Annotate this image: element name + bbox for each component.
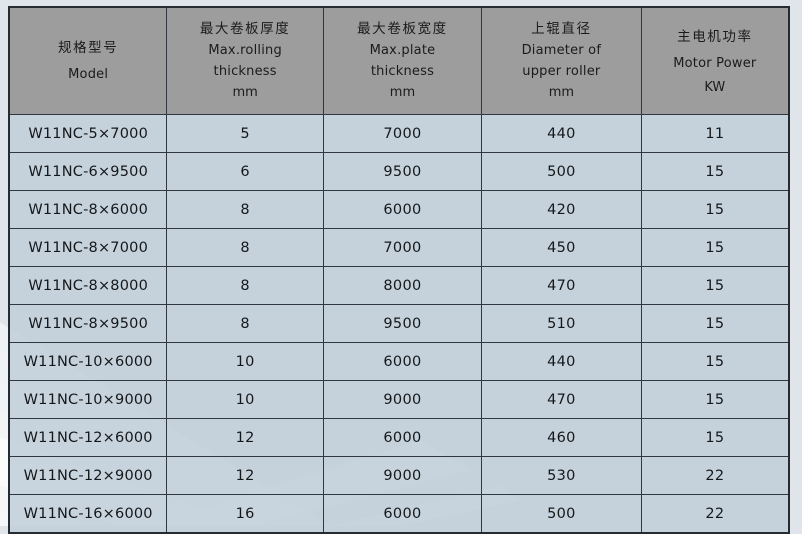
table-header: 规格型号 Model 最大卷板厚度 Max.rolling thickness … — [8, 6, 790, 115]
table-row: W11NC-10×6000 10 6000 440 15 — [8, 342, 790, 381]
cell-max-rolling-thickness: 10 — [166, 342, 324, 381]
cell-max-plate-thickness: 6000 — [322, 190, 483, 229]
cell-motor-power: 22 — [640, 456, 790, 495]
cell-upper-roller-diameter: 470 — [481, 380, 642, 419]
column-header-motor-power: 主电机功率 Motor Power KW — [640, 6, 790, 115]
column-header-upper-roller-diameter: 上辊直径 Diameter of upper roller mm — [481, 6, 642, 115]
column-header-upper-roller-diameter-en1: Diameter of — [521, 43, 602, 59]
cell-model: W11NC-5×7000 — [8, 114, 168, 153]
cell-max-plate-thickness: 6000 — [322, 342, 483, 381]
table-row: W11NC-12×6000 12 6000 460 15 — [8, 418, 790, 457]
table-row: W11NC-10×9000 10 9000 470 15 — [8, 380, 790, 419]
cell-max-rolling-thickness: 12 — [166, 418, 324, 457]
cell-model: W11NC-10×6000 — [8, 342, 168, 381]
cell-upper-roller-diameter: 460 — [481, 418, 642, 457]
cell-max-plate-thickness: 9000 — [322, 456, 483, 495]
cell-upper-roller-diameter: 530 — [481, 456, 642, 495]
specification-table-container: 规格型号 Model 最大卷板厚度 Max.rolling thickness … — [8, 6, 790, 534]
cell-max-plate-thickness: 9500 — [322, 152, 483, 191]
column-header-motor-power-unit: KW — [704, 79, 726, 95]
cell-max-rolling-thickness: 12 — [166, 456, 324, 495]
cell-model: W11NC-8×6000 — [8, 190, 168, 229]
column-header-max-rolling-thickness: 最大卷板厚度 Max.rolling thickness mm — [166, 6, 324, 115]
column-header-motor-power-en: Motor Power — [673, 55, 757, 71]
cell-max-rolling-thickness: 6 — [166, 152, 324, 191]
cell-motor-power: 15 — [640, 380, 790, 419]
cell-model: W11NC-6×9500 — [8, 152, 168, 191]
cell-model: W11NC-8×9500 — [8, 304, 168, 343]
cell-max-rolling-thickness: 8 — [166, 304, 324, 343]
header-row: 规格型号 Model 最大卷板厚度 Max.rolling thickness … — [8, 6, 790, 115]
table-row: W11NC-8×9500 8 9500 510 15 — [8, 304, 790, 343]
cell-motor-power: 15 — [640, 266, 790, 305]
cell-max-plate-thickness: 9000 — [322, 380, 483, 419]
cell-upper-roller-diameter: 450 — [481, 228, 642, 267]
cell-model: W11NC-12×9000 — [8, 456, 168, 495]
cell-model: W11NC-16×6000 — [8, 494, 168, 534]
cell-motor-power: 15 — [640, 152, 790, 191]
column-header-upper-roller-diameter-unit: mm — [548, 85, 575, 101]
cell-max-rolling-thickness: 8 — [166, 266, 324, 305]
cell-model: W11NC-8×7000 — [8, 228, 168, 267]
table-row: W11NC-12×9000 12 9000 530 22 — [8, 456, 790, 495]
table-row: W11NC-8×8000 8 8000 470 15 — [8, 266, 790, 305]
cell-max-plate-thickness: 6000 — [322, 418, 483, 457]
column-header-max-rolling-thickness-cn: 最大卷板厚度 — [199, 20, 291, 37]
column-header-model: 规格型号 Model — [8, 6, 168, 115]
cell-max-plate-thickness: 9500 — [322, 304, 483, 343]
cell-motor-power: 15 — [640, 190, 790, 229]
table-row: W11NC-8×6000 8 6000 420 15 — [8, 190, 790, 229]
table-row: W11NC-8×7000 8 7000 450 15 — [8, 228, 790, 267]
cell-max-plate-thickness: 6000 — [322, 494, 483, 534]
specification-table: 规格型号 Model 最大卷板厚度 Max.rolling thickness … — [8, 6, 790, 534]
table-row: W11NC-5×7000 5 7000 440 11 — [8, 114, 790, 153]
cell-motor-power: 15 — [640, 304, 790, 343]
cell-motor-power: 11 — [640, 114, 790, 153]
table-row: W11NC-16×6000 16 6000 500 22 — [8, 494, 790, 534]
cell-upper-roller-diameter: 510 — [481, 304, 642, 343]
column-header-max-plate-thickness-en2: thickness — [370, 64, 435, 80]
column-header-max-plate-thickness: 最大卷板宽度 Max.plate thickness mm — [322, 6, 483, 115]
cell-max-rolling-thickness: 8 — [166, 190, 324, 229]
cell-max-rolling-thickness: 16 — [166, 494, 324, 534]
cell-upper-roller-diameter: 440 — [481, 114, 642, 153]
cell-max-rolling-thickness: 10 — [166, 380, 324, 419]
column-header-max-plate-thickness-cn: 最大卷板宽度 — [357, 20, 448, 37]
cell-upper-roller-diameter: 470 — [481, 266, 642, 305]
cell-motor-power: 15 — [640, 228, 790, 267]
column-header-max-rolling-thickness-en1: Max.rolling — [208, 43, 282, 59]
column-header-max-rolling-thickness-unit: mm — [232, 85, 258, 101]
table-row: W11NC-6×9500 6 9500 500 15 — [8, 152, 790, 191]
column-header-upper-roller-diameter-cn: 上辊直径 — [531, 20, 592, 37]
cell-max-rolling-thickness: 5 — [166, 114, 324, 153]
cell-max-plate-thickness: 7000 — [322, 114, 483, 153]
cell-model: W11NC-8×8000 — [8, 266, 168, 305]
column-header-model-cn: 规格型号 — [57, 39, 119, 56]
column-header-model-en: Model — [68, 66, 109, 82]
cell-max-plate-thickness: 7000 — [322, 228, 483, 267]
cell-model: W11NC-10×9000 — [8, 380, 168, 419]
cell-motor-power: 15 — [640, 342, 790, 381]
column-header-upper-roller-diameter-en2: upper roller — [522, 64, 601, 80]
column-header-max-plate-thickness-en1: Max.plate — [369, 43, 436, 59]
cell-upper-roller-diameter: 500 — [481, 152, 642, 191]
cell-model: W11NC-12×6000 — [8, 418, 168, 457]
column-header-max-plate-thickness-unit: mm — [389, 85, 416, 101]
cell-motor-power: 15 — [640, 418, 790, 457]
column-header-motor-power-cn: 主电机功率 — [677, 28, 753, 45]
cell-max-plate-thickness: 8000 — [322, 266, 483, 305]
cell-upper-roller-diameter: 440 — [481, 342, 642, 381]
cell-max-rolling-thickness: 8 — [166, 228, 324, 267]
column-header-max-rolling-thickness-en2: thickness — [213, 64, 277, 80]
cell-upper-roller-diameter: 420 — [481, 190, 642, 229]
cell-motor-power: 22 — [640, 494, 790, 534]
cell-upper-roller-diameter: 500 — [481, 494, 642, 534]
table-body: W11NC-5×7000 5 7000 440 11 W11NC-6×9500 6 9500 5… — [8, 114, 790, 534]
